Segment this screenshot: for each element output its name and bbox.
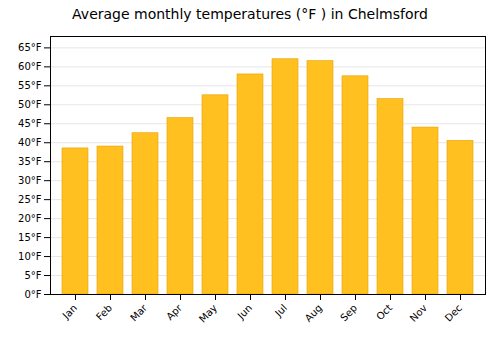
svg-text:15°F: 15°F (18, 232, 42, 243)
svg-text:30°F: 30°F (18, 175, 42, 186)
svg-text:Dec: Dec (443, 302, 464, 323)
svg-text:Mar: Mar (128, 302, 150, 324)
svg-text:60°F: 60°F (18, 61, 42, 72)
svg-text:45°F: 45°F (18, 118, 42, 129)
svg-text:20°F: 20°F (18, 213, 42, 224)
svg-text:Apr: Apr (164, 302, 185, 323)
svg-text:50°F: 50°F (18, 99, 42, 110)
svg-text:25°F: 25°F (18, 194, 42, 205)
svg-text:55°F: 55°F (18, 80, 42, 91)
svg-text:Jan: Jan (60, 302, 79, 321)
svg-text:0°F: 0°F (24, 289, 41, 300)
svg-text:Nov: Nov (408, 302, 430, 324)
html-text:Average monthly temperatures (: Average monthly temperatures (°F ) in Ch… (72, 6, 428, 22)
svg-text:Jun: Jun (235, 302, 255, 322)
svg-text:40°F: 40°F (18, 137, 42, 148)
svg-text:65°F: 65°F (18, 42, 42, 53)
svg-text:Oct: Oct (374, 302, 394, 322)
svg-text:Aug: Aug (303, 302, 325, 324)
svg-text:Sep: Sep (338, 302, 359, 323)
svg-text:Jul: Jul (272, 302, 289, 319)
svg-text:May: May (197, 302, 219, 324)
svg-text:10°F: 10°F (18, 251, 42, 262)
svg-text:5°F: 5°F (24, 270, 41, 281)
svg-text:35°F: 35°F (18, 156, 42, 167)
svg-text:Feb: Feb (94, 302, 114, 322)
